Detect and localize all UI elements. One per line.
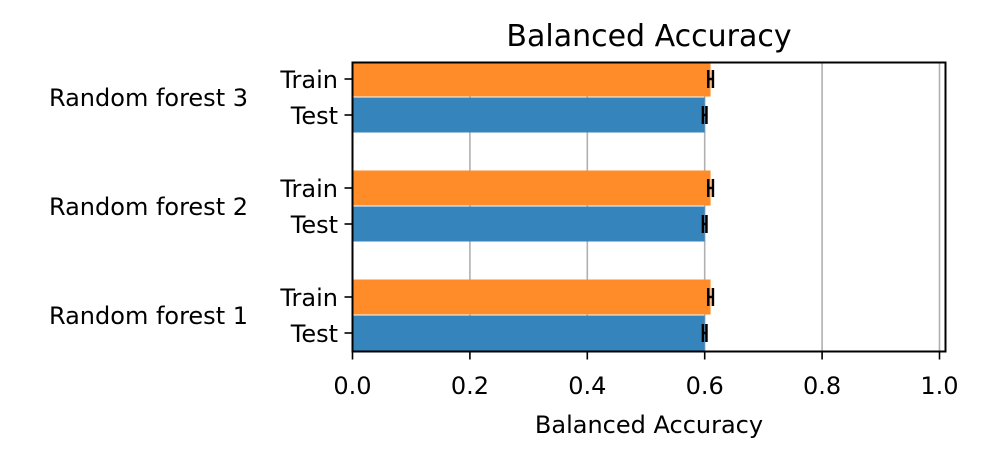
x-tick-label: 0.8 [803,372,841,400]
bar-test [352,97,705,133]
chart-title: Balanced Accuracy [506,19,791,54]
bar-test [352,206,705,242]
group-label: Random forest 3 [49,84,248,112]
x-tick-label: 0.0 [333,372,371,400]
ticks-layer [344,78,941,360]
error-bars-layer [701,70,715,342]
x-axis-label: Balanced Accuracy [535,411,763,439]
plot-frame [351,61,947,353]
labels-layer: 0.0 0.2 0.4 0.6 0.8 1.0 Random forest 1 Train Te… [49,66,959,400]
group-label: Random forest 1 [49,302,248,330]
bars-layer [352,61,711,351]
bar-test [352,315,705,351]
y-tick-label: Test [290,102,338,130]
x-tick-label: 0.2 [451,372,489,400]
bar-train [352,170,711,206]
bar-train [352,61,711,97]
x-tick-label: 0.6 [686,372,724,400]
y-tick-label: Train [279,66,338,94]
y-tick-label: Train [279,284,338,312]
x-tick-label: 1.0 [920,372,958,400]
y-tick-label: Train [279,175,338,203]
bar-train [352,279,711,315]
group-label: Random forest 2 [49,193,248,221]
y-tick-label: Test [290,320,338,348]
y-tick-label: Test [290,211,338,239]
x-tick-label: 0.4 [568,372,606,400]
